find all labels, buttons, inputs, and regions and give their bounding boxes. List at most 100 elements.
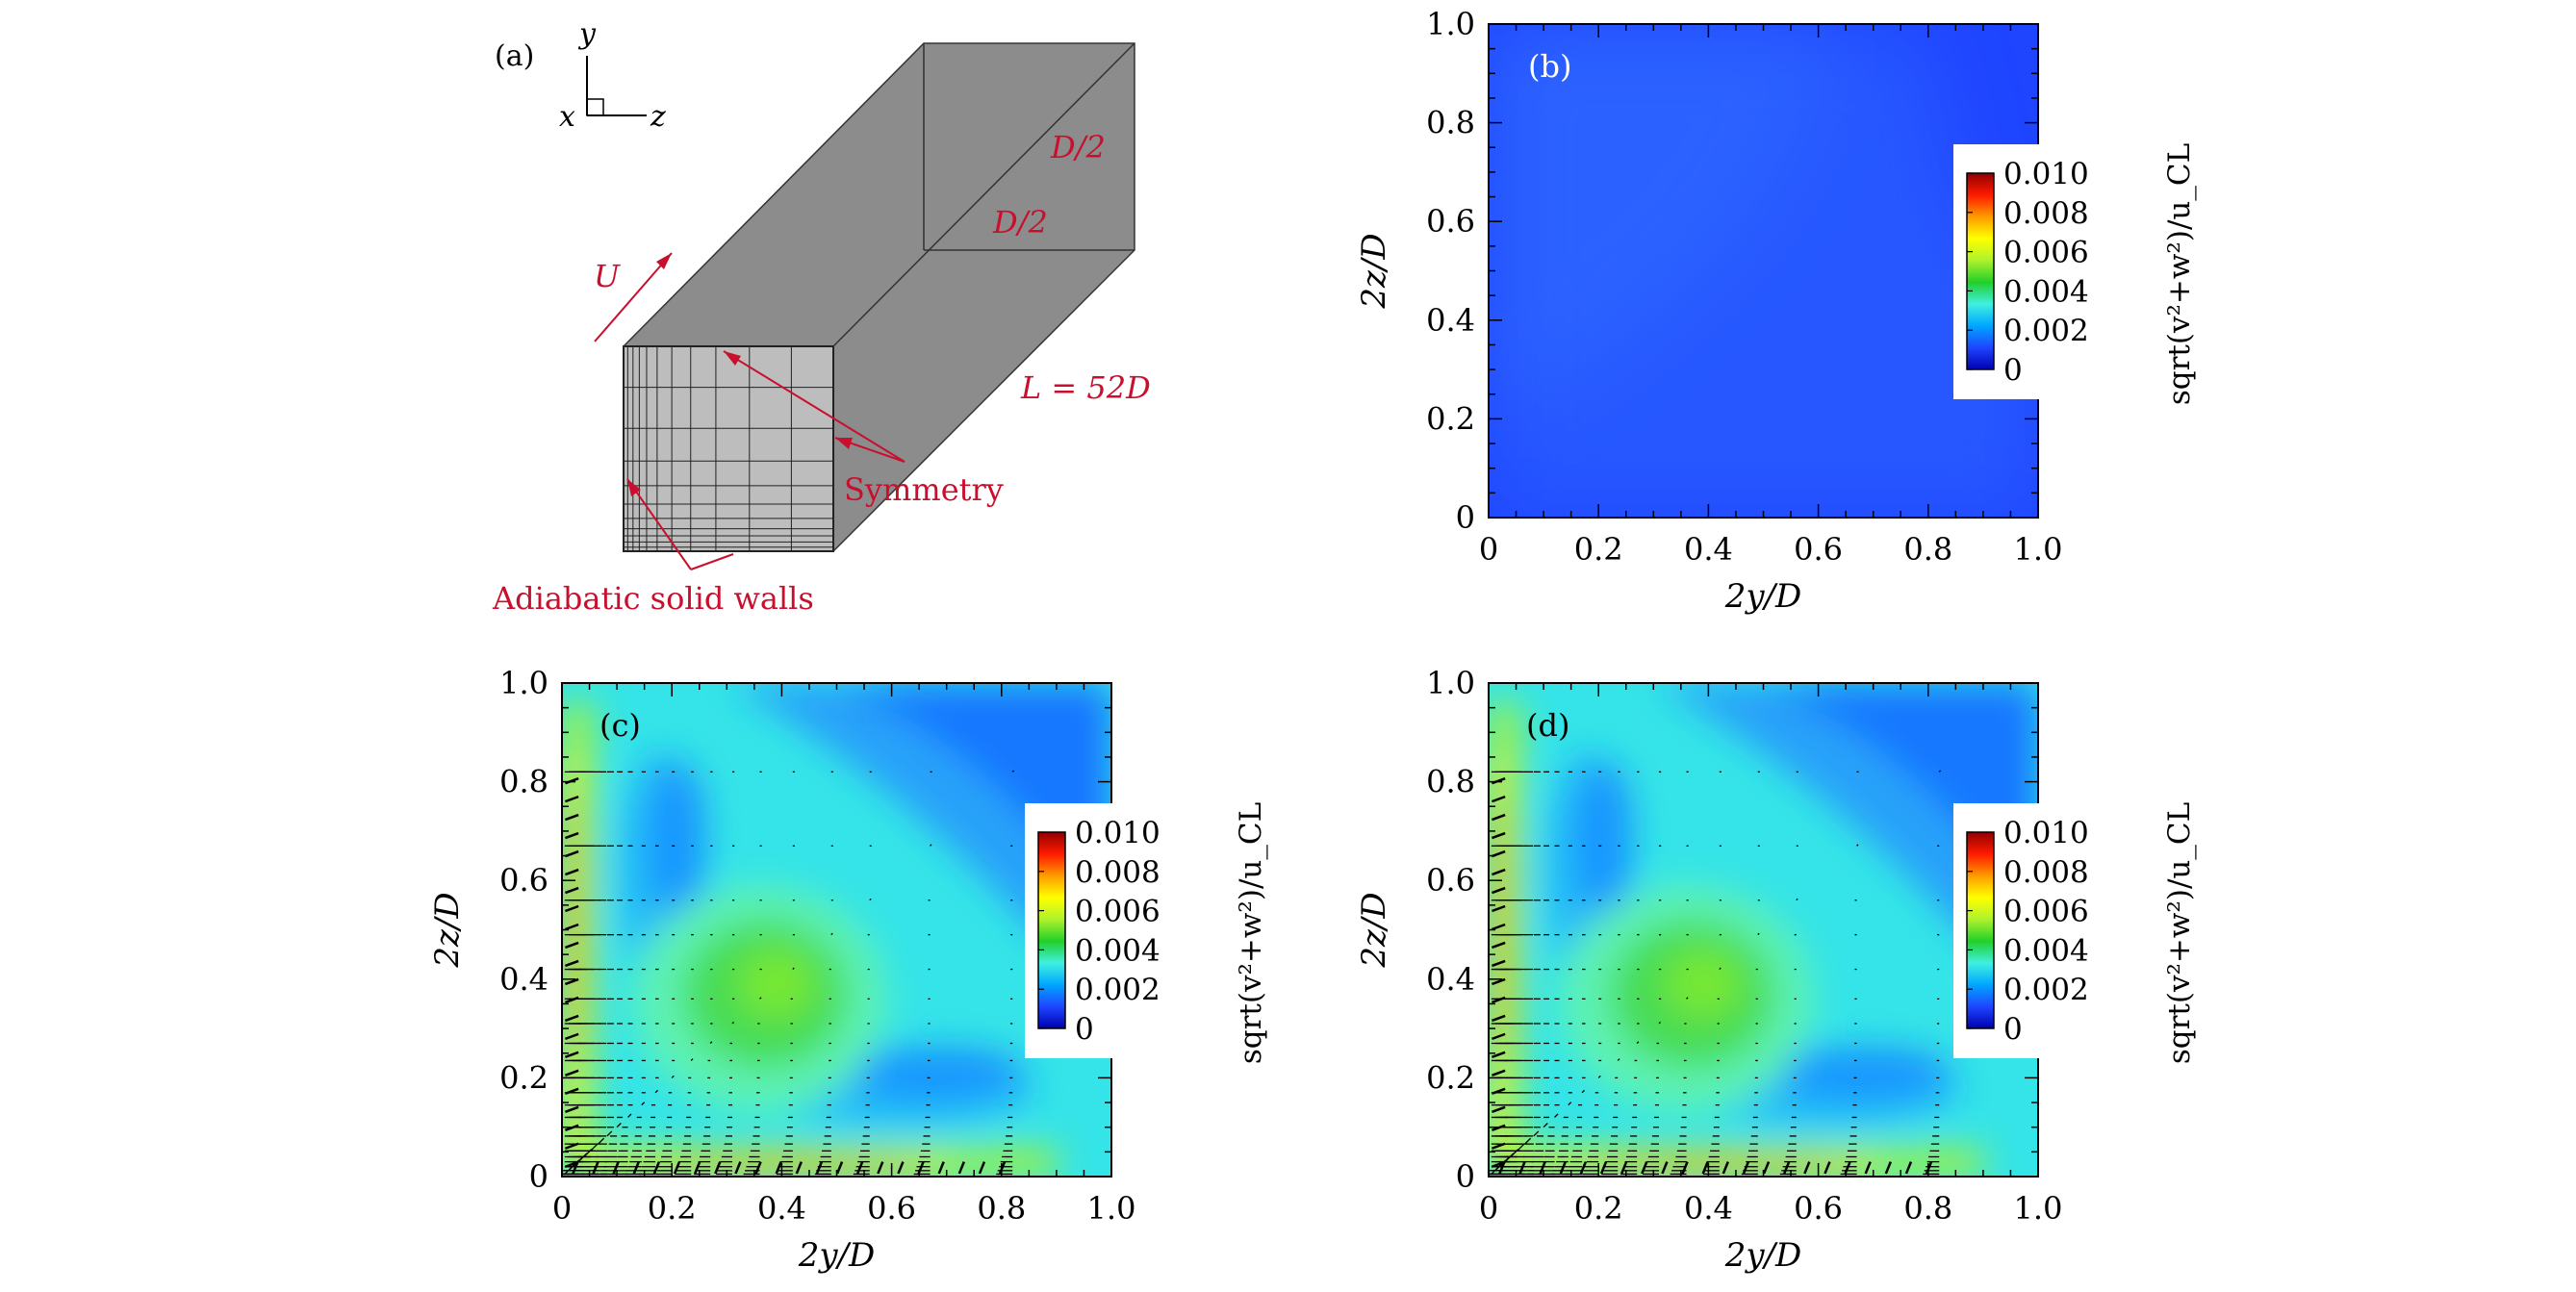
x-tick-label: 0: [1479, 531, 1498, 568]
colorbar-tick-label: 0.002: [1075, 973, 1160, 1007]
dim-top-label: D/2: [1050, 129, 1106, 165]
y-tick-label: 0.4: [1426, 302, 1475, 339]
x-tick-label: 1.0: [1087, 1190, 1136, 1227]
colorbar-tick-label: 0.010: [1075, 816, 1160, 850]
x-axis-label: 2y/D: [1724, 577, 1802, 616]
y-tick-label: 0.8: [1426, 105, 1475, 141]
colorbar-label: sqrt(v²+w²)/u_CL: [2162, 143, 2197, 405]
x-tick-label: 1.0: [2014, 1190, 2063, 1227]
y-tick-label: 0.6: [1426, 203, 1475, 240]
panel-b-label: (b): [1528, 48, 1571, 85]
panel-c: 0 0.2 0.4 0.6 0.8 1.0 0 0.2 0.4 0.6 0.8 1.0 2y/D 2z/D…: [428, 665, 1268, 1275]
duct-top-face: [624, 43, 1135, 346]
y-tick-label: 0.8: [499, 764, 548, 800]
panel-c-vectors: [562, 770, 1015, 1176]
colorbar-label: sqrt(v²+w²)/u_CL: [1234, 802, 1268, 1064]
colorbar-tick-label: 0: [1075, 1012, 1094, 1047]
y-tick-label: 0: [529, 1158, 548, 1195]
y-tick-label: 0: [1456, 1158, 1475, 1195]
y-tick-label: 0.2: [1426, 400, 1475, 437]
panel-d-label: (d): [1526, 707, 1569, 744]
colorbar-tick-label: 0: [2003, 353, 2023, 388]
colorbar-tick-label: 0.010: [2003, 816, 2089, 850]
colorbar-tick-label: 0.004: [1075, 933, 1160, 968]
flow-arrow: [594, 252, 673, 342]
panel-d: 0 0.2 0.4 0.6 0.8 1.0 0 0.2 0.4 0.6 0.8 1.0 2y/D 2z/D…: [1355, 665, 2197, 1275]
symmetry-leader-1: [723, 350, 905, 463]
x-tick-label: 0.6: [867, 1190, 916, 1227]
panel-c-label: (c): [599, 707, 641, 744]
x-axis-label: 2y/D: [798, 1236, 876, 1275]
panel-a-schematic: (a) y x z U D/2 D/2 L = 52D Symmetry Adi…: [492, 17, 1151, 617]
panel-a-label: (a): [495, 39, 534, 73]
x-tick-label: 0.6: [1794, 1190, 1843, 1227]
x-tick-label: 0.8: [977, 1190, 1026, 1227]
walls-leader-2: [690, 553, 734, 570]
x-tick-label: 0.2: [1574, 1190, 1623, 1227]
colorbar-tick-label: 0.006: [1075, 895, 1160, 929]
x-tick-label: 0.4: [1684, 531, 1733, 568]
duct-side-face: [833, 43, 1135, 551]
x-tick-label: 0.4: [1684, 1190, 1733, 1227]
colorbar-tick-label: 0.008: [1075, 855, 1160, 890]
length-label: L = 52D: [1020, 369, 1151, 406]
x-tick-label: 0.2: [1574, 531, 1623, 568]
x-tick-label: 0.4: [757, 1190, 806, 1227]
front-face-mesh: [623, 345, 834, 552]
colorbar-tick-label: 0.008: [2003, 196, 2089, 231]
flow-label: U: [594, 258, 621, 294]
axis-z-label: z: [650, 100, 666, 134]
colorbar-tick-label: 0: [2003, 1012, 2023, 1047]
panel-d-field: [1489, 683, 2038, 1177]
cbD-colorbar: 0 0.002 0.004 0.006 0.008 0.010 sqrt(v²+w²)/u_…: [1953, 802, 2197, 1064]
y-tick-label: 0.8: [1426, 764, 1475, 800]
y-tick-label: 0.4: [499, 961, 548, 998]
y-tick-label: 0.2: [499, 1059, 548, 1096]
dim-side-label: D/2: [992, 204, 1048, 241]
annotations: [594, 252, 905, 570]
y-axis-label: 2z/D: [428, 892, 467, 968]
panel-b-field: [1489, 24, 2038, 518]
x-tick-label: 0.2: [648, 1190, 697, 1227]
colorbar-tick-label: 0.004: [2003, 274, 2089, 309]
annotation-arrowheads: [627, 253, 853, 496]
y-tick-label: 1.0: [499, 665, 548, 701]
x-tick-label: 0.8: [1903, 1190, 1952, 1227]
y-tick-label: 0.4: [1426, 961, 1475, 998]
y-tick-label: 0.6: [1426, 862, 1475, 899]
y-tick-label: 0.2: [1426, 1059, 1475, 1096]
y-tick-label: 1.0: [1426, 6, 1475, 42]
colorbar-tick-label: 0.002: [2003, 973, 2089, 1007]
duct-edges: [623, 42, 1135, 552]
symmetry-label: Symmetry: [844, 471, 1004, 508]
y-tick-label: 1.0: [1426, 665, 1475, 701]
colorbar-tick-label: 0.006: [2003, 236, 2089, 270]
x-tick-label: 0: [1479, 1190, 1498, 1227]
x-tick-label: 0: [552, 1190, 572, 1227]
walls-leader-1: [626, 478, 692, 570]
colorbar-tick-label: 0.010: [2003, 157, 2089, 191]
colorbar-tick-label: 0.006: [2003, 895, 2089, 929]
cbB-colorbar: 0 0.002 0.004 0.006 0.008 0.010 sqrt(v²+w²)/u_…: [1953, 143, 2197, 405]
axis-y-label: y: [577, 17, 597, 51]
panel-b: 0 0.2 0.4 0.6 0.8 1.0 0 0.2 0.4 0.6 0.8 1.0 2y/D 2z/D…: [1355, 6, 2197, 616]
cbC-colorbar: 0 0.002 0.004 0.006 0.008 0.010 sqrt(v²+w²)/u_…: [1025, 802, 1268, 1064]
y-tick-label: 0.6: [499, 862, 548, 899]
axD-axes: 0 0.2 0.4 0.6 0.8 1.0 0 0.2 0.4 0.6 0.8 1.0 2y/D 2z/D: [1355, 665, 2062, 1275]
colorbar-tick-label: 0.008: [2003, 855, 2089, 890]
duct-front-face: [624, 346, 833, 551]
x-axis-label: 2y/D: [1724, 1236, 1802, 1275]
x-tick-label: 0.8: [1903, 531, 1952, 568]
y-tick-label: 0: [1456, 499, 1475, 536]
walls-label: Adiabatic solid walls: [492, 580, 814, 617]
coordinate-axes: [586, 56, 647, 116]
colorbar-tick-label: 0.004: [2003, 933, 2089, 968]
axB-axes: 0 0.2 0.4 0.6 0.8 1.0 0 0.2 0.4 0.6 0.8 1.0 2y/D 2z/D: [1355, 6, 2062, 616]
x-tick-label: 1.0: [2014, 531, 2063, 568]
axis-x-label: x: [559, 100, 575, 134]
y-axis-label: 2z/D: [1355, 233, 1393, 309]
y-axis-label: 2z/D: [1355, 892, 1393, 968]
x-tick-label: 0.6: [1794, 531, 1843, 568]
